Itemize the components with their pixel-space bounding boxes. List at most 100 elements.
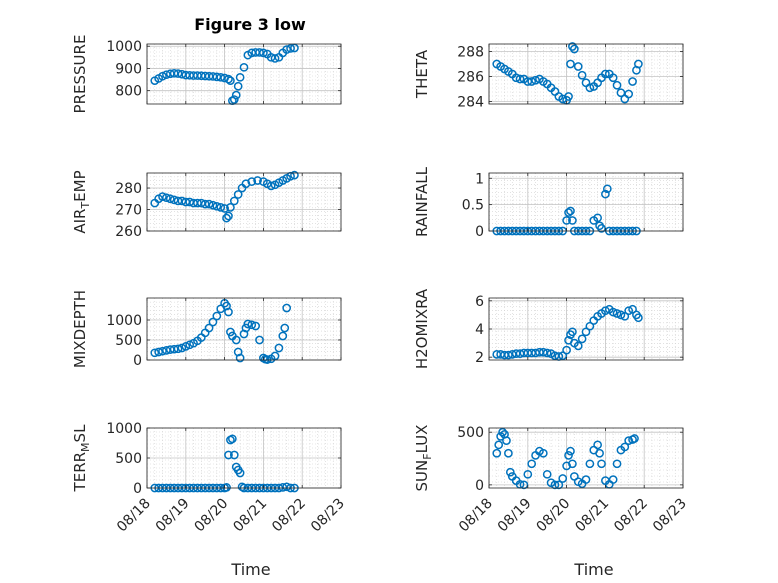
- series-pressure: [150, 43, 299, 106]
- y-axis-label-subscript: M: [79, 442, 92, 452]
- data-point: [620, 442, 630, 452]
- data-point: [259, 48, 268, 58]
- y-axis-label-main: AIR: [71, 209, 89, 234]
- data-point: [608, 307, 618, 317]
- subplot-rainfall: 0 0.5 1 RAINFALL: [413, 166, 684, 240]
- data-point: [624, 306, 634, 316]
- data-point: [628, 77, 637, 86]
- data-point: [278, 331, 288, 341]
- data-point: [224, 450, 233, 460]
- data-point: [568, 327, 577, 337]
- data-point: [634, 59, 643, 69]
- data-point: [523, 469, 533, 479]
- data-point: [158, 192, 167, 201]
- data-point: [239, 62, 249, 72]
- data-point: [573, 341, 583, 351]
- data-point: [568, 216, 577, 225]
- y-tick-label: 280: [115, 181, 142, 197]
- data-point: [224, 211, 233, 221]
- x-tick-label: 08/22: [611, 496, 651, 536]
- data-point: [515, 74, 525, 84]
- plot-area: [147, 298, 341, 360]
- plot-area: [147, 44, 341, 104]
- y-tick-label: 500: [115, 333, 142, 349]
- data-point: [527, 77, 537, 86]
- axes-box: [488, 43, 684, 105]
- y-axis-label-tail: EMP: [71, 170, 89, 201]
- data-point: [226, 203, 235, 212]
- y-tick-label: 1000: [106, 313, 142, 329]
- data-point: [519, 480, 529, 490]
- data-point: [538, 448, 548, 458]
- data-point: [502, 436, 511, 445]
- data-point: [185, 340, 195, 350]
- series-air-temp: [150, 170, 299, 223]
- data-point: [616, 310, 626, 320]
- data-point: [208, 200, 218, 210]
- data-point: [266, 181, 276, 191]
- data-point: [602, 184, 612, 194]
- y-tick-label: 288: [457, 45, 484, 61]
- data-point: [624, 89, 634, 99]
- plot-area: [489, 173, 683, 231]
- y-axis-label-main: RAINFALL: [413, 166, 431, 237]
- data-point: [573, 62, 583, 71]
- data-point: [562, 345, 571, 355]
- data-point: [270, 54, 280, 63]
- data-point: [165, 194, 175, 204]
- figure-title: Figure 3 low: [194, 15, 306, 34]
- data-point: [566, 206, 575, 216]
- y-axis-label-subscript: F: [421, 453, 434, 459]
- y-axis-label-main: THETA: [413, 49, 431, 99]
- subplot-pressure: 800 900 1000 PRESSURE: [71, 35, 342, 113]
- data-point: [222, 483, 231, 492]
- data-point: [280, 323, 290, 333]
- x-tick-label: 08/23: [308, 496, 348, 536]
- data-point: [233, 190, 243, 199]
- data-point: [204, 323, 214, 333]
- data-point: [282, 45, 292, 54]
- data-point: [212, 201, 222, 211]
- y-axis-label-main: TERR: [71, 452, 89, 493]
- y-tick-label: 286: [457, 70, 484, 86]
- data-point: [505, 467, 515, 477]
- data-point: [577, 70, 587, 80]
- y-tick-label: 270: [115, 203, 142, 219]
- data-point: [286, 44, 295, 53]
- x-tick-label: 08/23: [650, 496, 690, 536]
- y-axis-label: SUNFLUX: [413, 425, 434, 492]
- y-tick-label: 500: [115, 451, 142, 467]
- data-point: [222, 213, 231, 223]
- x-tick-label: 08/22: [269, 496, 309, 536]
- data-point: [585, 459, 595, 469]
- x-tick-label: 08/19: [495, 496, 535, 536]
- data-point: [601, 306, 610, 316]
- data-point: [226, 76, 235, 86]
- subplot-h2omixra: 2 4 6 H2OMIXRA: [413, 288, 684, 369]
- data-point: [566, 59, 575, 69]
- data-point: [634, 313, 643, 323]
- data-point: [247, 320, 257, 330]
- data-point: [208, 317, 218, 327]
- data-point: [608, 73, 618, 83]
- data-point: [585, 321, 595, 331]
- series-sun-flux: [492, 427, 639, 490]
- data-point: [231, 335, 241, 345]
- data-point: [229, 95, 239, 104]
- data-point: [608, 475, 618, 484]
- data-point: [282, 303, 292, 313]
- series-mixdepth: [150, 298, 292, 364]
- y-axis-label-tail: SL: [71, 424, 89, 443]
- data-point: [504, 448, 513, 458]
- data-point: [581, 475, 591, 484]
- data-point: [577, 334, 587, 344]
- data-point: [593, 440, 602, 450]
- y-tick-label: 1000: [106, 421, 142, 437]
- x-tick-label: 08/21: [230, 496, 270, 536]
- x-tick-label: 08/18: [456, 496, 496, 536]
- data-point: [562, 216, 571, 225]
- data-point: [554, 480, 564, 490]
- x-tick-label: 08/20: [534, 496, 574, 536]
- data-point: [216, 72, 226, 82]
